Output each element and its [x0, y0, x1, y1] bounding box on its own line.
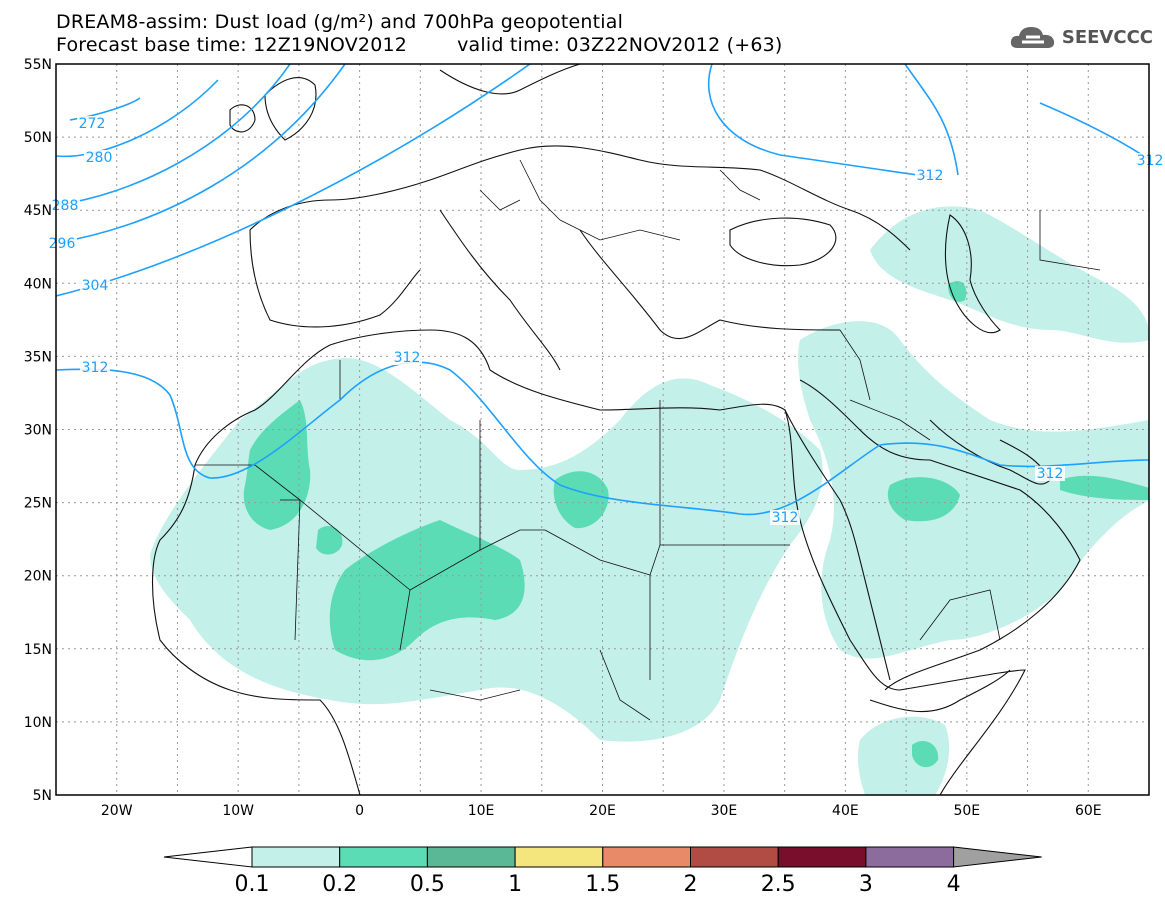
coastlines [152, 64, 1081, 795]
colorbar-label-0.5: 0.5 [409, 872, 445, 897]
contour-label-312: 312 [1137, 153, 1164, 169]
lon-label-20W: 20W [101, 803, 133, 819]
lon-label-60E: 60E [1075, 803, 1102, 819]
contour-label-312: 312 [772, 510, 799, 526]
colorbar-label-3: 3 [858, 872, 873, 897]
colorbar-label-4: 4 [946, 872, 961, 897]
contour-label-288: 288 [52, 198, 79, 214]
contour-label-312: 312 [917, 168, 944, 184]
country-borders [195, 159, 1101, 721]
lat-label-10N: 10N [24, 715, 52, 731]
lon-label-30E: 30E [711, 803, 738, 819]
contour-312-ne [904, 64, 959, 176]
contour-label-312: 312 [1037, 466, 1064, 482]
contour-label-312: 312 [82, 360, 109, 376]
contour-288 [56, 64, 291, 206]
contour-296 [56, 64, 346, 244]
lat-label-30N: 30N [24, 423, 52, 439]
base-time: Forecast base time: 12Z19NOV2012 [56, 34, 408, 56]
colorbar-label-0.2: 0.2 [322, 872, 358, 897]
contour-312-north [707, 64, 941, 179]
lat-label-5N: 5N [33, 788, 52, 804]
colorbar-label-2.5: 2.5 [760, 872, 796, 897]
contour-label-272: 272 [79, 116, 106, 132]
colorbar-label-1.5: 1.5 [585, 872, 621, 897]
map-frame [55, 63, 1150, 796]
colorbar-label-0.1: 0.1 [234, 872, 270, 897]
colorbar-under-triangle [163, 846, 253, 868]
lat-label-20N: 20N [24, 569, 52, 585]
logo-text: SEEVCCC [1061, 26, 1153, 48]
longitude-labels: 20W 10W 0 10E 20E 30E 40E 50E 60E [101, 803, 1102, 819]
valid-time: valid time: 03Z22NOV2012 (+63) [457, 34, 783, 56]
lat-label-40N: 40N [24, 276, 52, 292]
colorbar-cell-1 [339, 846, 428, 868]
contour-label-280: 280 [86, 150, 113, 166]
contour-312-main [56, 361, 1149, 516]
colorbar-cell-2 [426, 846, 516, 868]
cloud-icon [1010, 27, 1054, 48]
colorbar-label-2: 2 [683, 872, 698, 897]
lat-label-15N: 15N [24, 642, 52, 658]
lat-label-35N: 35N [24, 349, 52, 365]
lat-label-25N: 25N [24, 496, 52, 512]
colorbar-cell-6 [777, 846, 867, 868]
colorbar-over-triangle [953, 846, 1042, 868]
lon-label-10W: 10W [222, 803, 254, 819]
colorbar-cell-5 [690, 846, 779, 868]
forecast-times: Forecast base time: 12Z19NOV2012 valid ti… [56, 35, 783, 56]
lon-label-20E: 20E [589, 803, 616, 819]
colorbar-cell-0 [251, 846, 341, 868]
chart-title: DREAM8-assim: Dust load (g/m²) and 700hP… [56, 11, 624, 33]
colorbar-cell-7 [865, 846, 955, 868]
contour-label-304: 304 [82, 278, 109, 294]
contour-label-296: 296 [49, 236, 76, 252]
graticule [56, 64, 1149, 795]
colorbar [163, 846, 1042, 868]
latitude-labels: 55N 50N 45N 40N 35N 30N 25N 20N 15N 10N 5N [24, 57, 52, 804]
colorbar-cell-3 [514, 846, 604, 868]
lon-label-50E: 50E [953, 803, 980, 819]
colorbar-label-1: 1 [508, 872, 523, 897]
lat-label-50N: 50N [24, 130, 52, 146]
contour-label-312: 312 [394, 350, 421, 366]
lon-label-40E: 40E [832, 803, 859, 819]
colorbar-cell-4 [602, 846, 691, 868]
lon-label-0: 0 [355, 803, 364, 819]
lat-label-45N: 45N [24, 203, 52, 219]
contour-ne-edge [1039, 102, 1149, 161]
contour-304 [56, 64, 531, 297]
lat-label-55N: 55N [24, 57, 52, 73]
dust-load-0.2-0.5 [243, 280, 1149, 768]
logo: SEEVCCC [1008, 22, 1153, 52]
contour-280 [56, 79, 219, 158]
lon-label-10E: 10E [468, 803, 495, 819]
